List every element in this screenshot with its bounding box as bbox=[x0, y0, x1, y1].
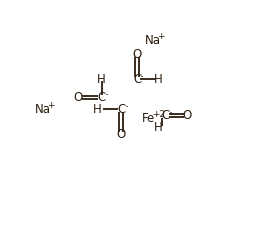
Text: H: H bbox=[97, 73, 106, 86]
Text: Na: Na bbox=[145, 34, 161, 47]
Text: C: C bbox=[98, 91, 106, 104]
Text: +2: +2 bbox=[152, 110, 165, 119]
Text: ·: · bbox=[140, 71, 144, 84]
Text: ·: · bbox=[169, 107, 173, 120]
Text: C: C bbox=[133, 73, 141, 86]
Text: +: + bbox=[47, 101, 55, 110]
Text: C: C bbox=[162, 109, 170, 122]
Text: ·: · bbox=[124, 101, 129, 114]
Text: H: H bbox=[154, 73, 163, 86]
Text: Na: Na bbox=[35, 103, 51, 116]
Text: O: O bbox=[117, 128, 126, 141]
Text: O: O bbox=[132, 48, 142, 61]
Text: Fe: Fe bbox=[142, 112, 155, 125]
Text: ·: · bbox=[105, 89, 109, 102]
Text: H: H bbox=[154, 121, 163, 134]
Text: H: H bbox=[93, 103, 102, 116]
Text: +: + bbox=[157, 32, 165, 41]
Text: C: C bbox=[117, 103, 125, 116]
Text: O: O bbox=[73, 91, 83, 104]
Text: O: O bbox=[183, 109, 192, 122]
